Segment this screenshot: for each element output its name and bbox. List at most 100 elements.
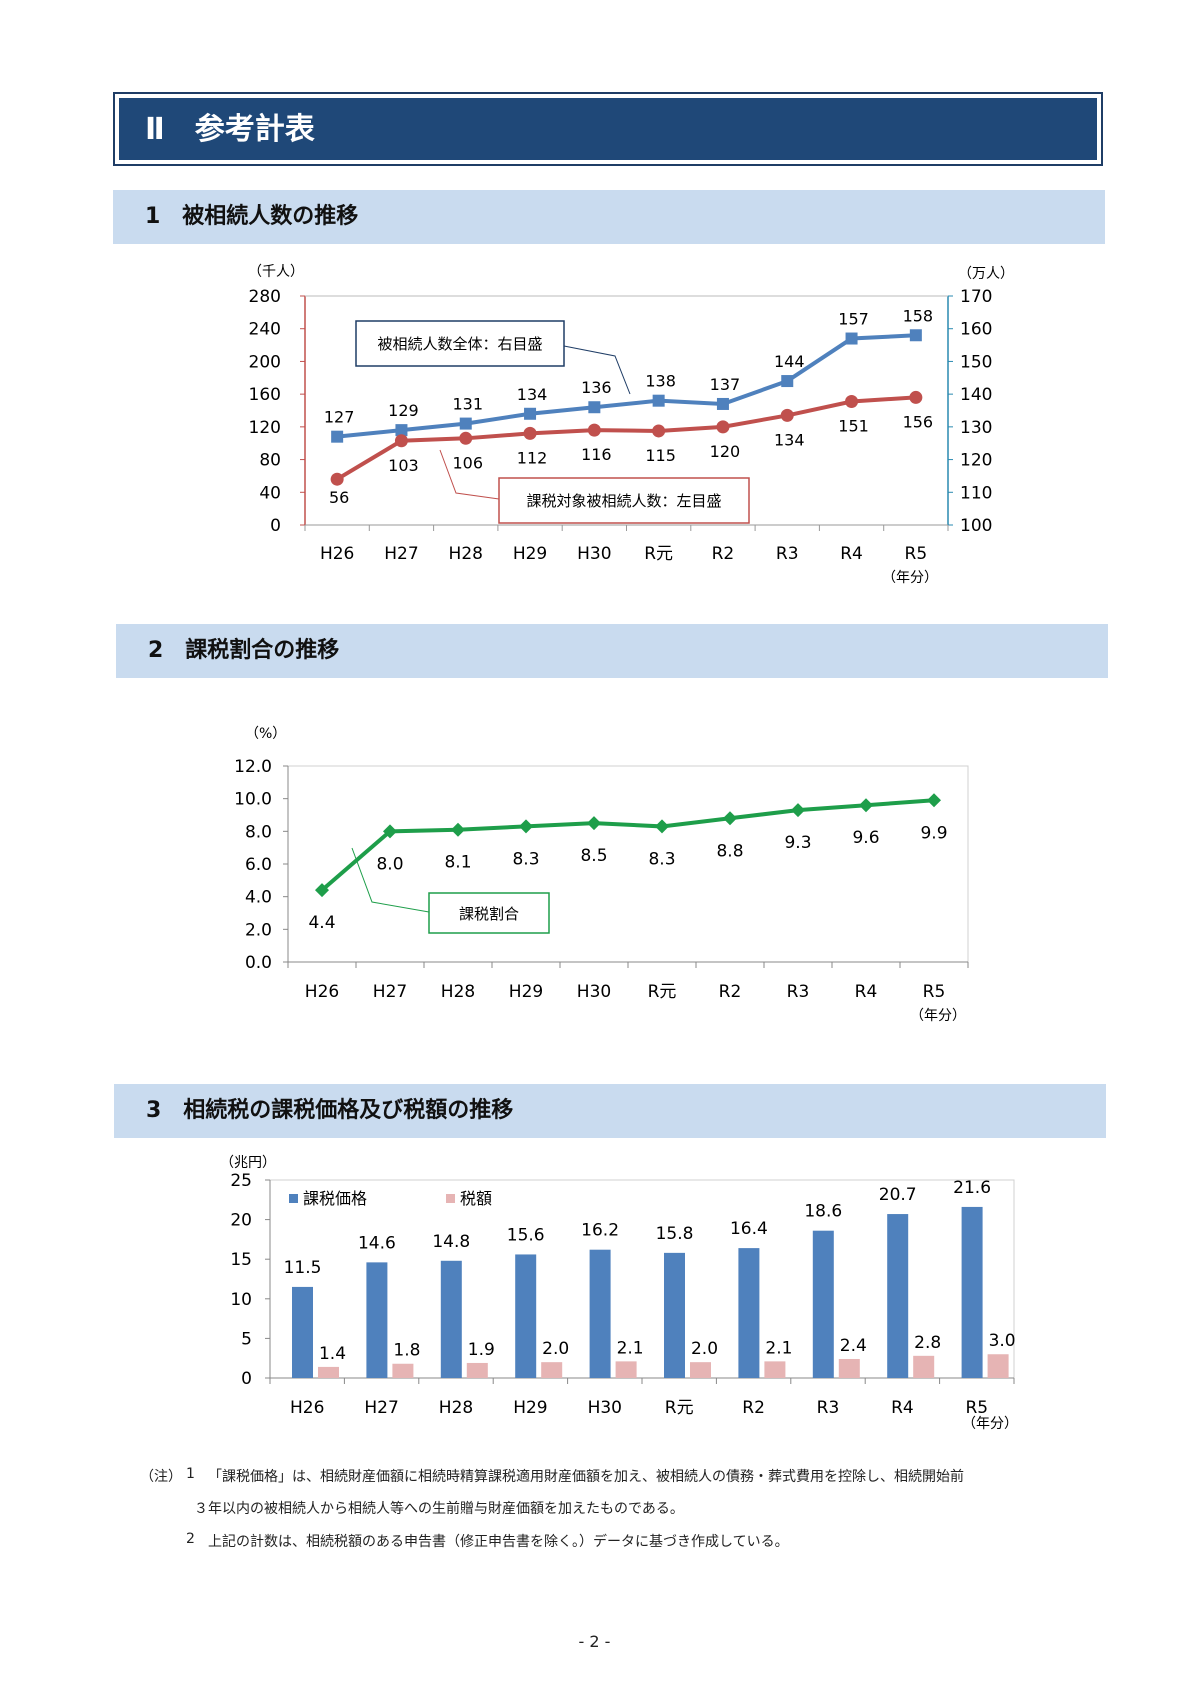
taxable-decedents-point xyxy=(845,395,859,409)
all-decedents-data-label: 158 xyxy=(903,306,934,325)
taxation-ratio-data-label: 8.1 xyxy=(444,853,471,873)
taxable-value-bar xyxy=(961,1206,983,1378)
taxation-ratio-point xyxy=(859,798,873,813)
taxation-ratio-data-label: 8.5 xyxy=(580,846,607,866)
callout-all-decedents-box xyxy=(355,320,565,367)
tax-amount-data-label: 1.4 xyxy=(319,1344,346,1364)
taxable-value-data-label: 14.6 xyxy=(358,1233,396,1253)
section-3-heading: 3 相続税の課税価格及び税額の推移 xyxy=(114,1084,1106,1138)
taxable-decedents-point xyxy=(523,426,537,440)
y-left-tick-label: 80 xyxy=(259,451,281,471)
y-tick-label: 8.0 xyxy=(245,822,272,842)
y-right-tick-label: 160 xyxy=(960,320,992,340)
x-tick-label: H27 xyxy=(384,544,418,564)
taxation-ratio-point xyxy=(451,822,465,837)
taxable-value-data-label: 15.8 xyxy=(656,1224,694,1244)
taxable-decedents-point xyxy=(587,423,601,437)
taxable-decedents-point xyxy=(394,434,408,448)
tax-amount-data-label: 2.8 xyxy=(914,1333,941,1353)
y-tick-label: 2.0 xyxy=(245,920,272,940)
all-decedents-point xyxy=(716,397,729,410)
y-tick-label: 15 xyxy=(230,1250,252,1270)
x-tick-label: H30 xyxy=(577,544,611,564)
y-tick-label: 0 xyxy=(241,1369,252,1389)
all-decedents-data-label: 127 xyxy=(324,408,355,427)
x-tick-label: H28 xyxy=(441,982,475,1002)
taxable-decedents-data-label: 112 xyxy=(517,448,548,467)
taxation-ratio-point xyxy=(791,803,805,818)
tax-amount-bar xyxy=(987,1354,1009,1378)
y-tick-label: 10.0 xyxy=(234,790,272,810)
note-2-line: 上記の計数は、相続税額のある申告書（修正申告書を除く。）データに基づき作成してい… xyxy=(208,1534,789,1550)
x-tick-label: R5 xyxy=(905,544,928,564)
taxable-value-bar xyxy=(292,1286,313,1378)
taxable-value-bar xyxy=(366,1262,388,1378)
all-decedents-point xyxy=(331,430,344,443)
callout-taxable-decedents-leader xyxy=(439,449,500,500)
taxable-decedents-point xyxy=(716,420,730,434)
x-unit-label: （年分） xyxy=(882,570,938,586)
taxable-decedents-point xyxy=(780,408,794,422)
taxation-ratio-data-label: 9.6 xyxy=(852,828,879,848)
taxation-ratio-data-label: 9.9 xyxy=(920,823,947,843)
x-tick-label: H30 xyxy=(577,982,611,1002)
tax-amount-data-label: 1.8 xyxy=(393,1341,420,1361)
y-right-tick-label: 150 xyxy=(960,352,992,372)
tax-amount-data-label: 2.0 xyxy=(691,1339,718,1359)
y-tick-label: 5 xyxy=(241,1329,252,1349)
taxation-ratio-data-label: 9.3 xyxy=(784,833,811,853)
taxable-value-bar xyxy=(440,1260,462,1378)
taxation-ratio-data-label: 8.3 xyxy=(512,849,539,869)
section-1-heading: 1 被相続人数の推移 xyxy=(113,190,1105,244)
note-1-line1: 「課税価格」は、相続財産価額に相続時精算課税適用財産価額を加え、被相続人の債務・… xyxy=(208,1469,964,1485)
tax-amount-bar xyxy=(466,1362,488,1378)
taxation-ratio-point xyxy=(655,819,669,834)
taxable-value-bar xyxy=(664,1252,685,1378)
y-tick-label: 6.0 xyxy=(245,855,272,875)
tax-amount-bar xyxy=(615,1361,637,1378)
tax-amount-bar xyxy=(541,1362,563,1378)
y-right-tick-label: 130 xyxy=(960,418,992,438)
taxable-decedents-point xyxy=(652,424,666,438)
x-tick-label: R5 xyxy=(965,1398,988,1418)
taxable-value-data-label: 11.5 xyxy=(284,1258,322,1278)
x-tick-label: R4 xyxy=(840,544,863,564)
taxation-ratio-data-label: 8.3 xyxy=(648,849,675,869)
y-right-tick-label: 120 xyxy=(960,451,992,471)
chart-decedents: （千人） （万人） 0 40 80 120 160 200 240 280 100 110 120 130… xyxy=(248,264,1014,586)
all-decedents-point xyxy=(524,407,537,420)
x-tick-label: H27 xyxy=(373,982,407,1002)
y-right-tick-label: 170 xyxy=(960,287,992,307)
tax-amount-data-label: 1.9 xyxy=(468,1340,495,1360)
y-right-tick-label: 100 xyxy=(960,516,992,536)
legend-tax-amount-swatch xyxy=(446,1194,455,1203)
x-tick-label: H26 xyxy=(320,544,354,564)
taxable-value-data-label: 21.6 xyxy=(953,1178,991,1198)
y-tick-label: 25 xyxy=(230,1171,252,1191)
tax-amount-bar xyxy=(913,1355,935,1378)
all-decedents-data-label: 131 xyxy=(452,395,483,414)
taxable-value-data-label: 20.7 xyxy=(879,1185,917,1205)
taxation-ratio-point xyxy=(723,811,737,826)
y-unit-label: （兆円） xyxy=(220,1155,276,1171)
all-decedents-data-label: 138 xyxy=(645,372,676,391)
tax-amount-data-label: 2.0 xyxy=(542,1339,569,1359)
y-left-tick-label: 0 xyxy=(270,516,281,536)
x-tick-label: R4 xyxy=(855,982,878,1002)
y-tick-label: 20 xyxy=(230,1211,252,1231)
taxable-value-data-label: 15.6 xyxy=(507,1225,545,1245)
callout-taxation-ratio-leader xyxy=(351,847,430,913)
taxable-decedents-data-label: 103 xyxy=(388,456,419,475)
taxable-decedents-data-label: 106 xyxy=(452,453,483,472)
x-tick-label: R2 xyxy=(742,1398,765,1418)
taxable-decedents-point xyxy=(330,472,344,486)
note-1-number: 1 xyxy=(186,1466,195,1482)
x-tick-label: H30 xyxy=(588,1398,622,1418)
x-tick-label: H26 xyxy=(290,1398,324,1418)
taxation-ratio-point xyxy=(383,824,397,839)
tax-amount-bar xyxy=(838,1358,860,1378)
tax-amount-bar xyxy=(318,1366,339,1378)
tax-amount-data-label: 2.4 xyxy=(840,1336,867,1356)
x-tick-label: R5 xyxy=(923,982,946,1002)
page-title: Ⅱ 参考計表 xyxy=(119,98,1097,160)
